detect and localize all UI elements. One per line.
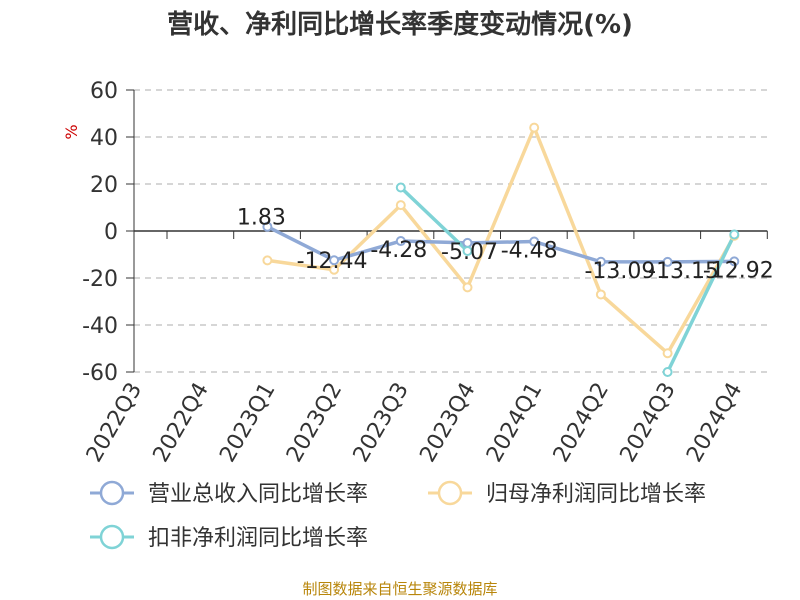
chart-title: 营收、净利同比增长率季度变动情况(%) <box>167 10 633 40</box>
data-label: 1.83 <box>237 206 286 231</box>
x-tick-label: 2022Q4 <box>149 379 214 467</box>
x-tick-label: 2024Q3 <box>615 379 680 467</box>
data-point <box>662 367 673 377</box>
data-label: -4.28 <box>370 238 427 263</box>
legend-item: 营业总收入同比增长率 <box>90 480 368 507</box>
data-point <box>729 256 740 267</box>
data-point <box>262 255 273 266</box>
x-tick-label: 2024Q1 <box>482 379 547 467</box>
y-tick-label: 60 <box>90 79 118 104</box>
legend-marker <box>99 480 125 506</box>
data-point <box>729 229 740 240</box>
series-line <box>266 225 735 264</box>
data-labels: 1.83 -12.44 -4.28 -5.07 -4.48 -13.09-13.15-12… <box>237 206 774 284</box>
data-label: -13.15 <box>648 259 719 284</box>
legend-label: 营业总收入同比增长率 <box>148 482 368 507</box>
data-label: -5.07 <box>441 240 498 265</box>
y-tick-label: 0 <box>104 220 118 245</box>
data-point <box>529 122 540 133</box>
data-point <box>262 221 273 232</box>
y-tick-label: -40 <box>82 314 118 339</box>
y-tick-label: 40 <box>90 126 118 151</box>
data-label: -13.09 <box>584 259 655 284</box>
data-point <box>462 282 473 293</box>
data-point <box>662 348 673 359</box>
data-point <box>395 200 406 211</box>
x-tick-label: 2023Q4 <box>415 379 480 467</box>
legend-item: 扣非净利润同比增长率 <box>90 524 368 551</box>
data-label: -12.44 <box>297 249 368 274</box>
x-tick-label: 2023Q2 <box>282 379 347 467</box>
data-label: -12.92 <box>703 258 774 283</box>
x-tick-label: 2022Q3 <box>82 379 147 467</box>
y-tick-label: -20 <box>82 267 118 292</box>
y-tick-label: -60 <box>82 361 118 386</box>
data-label: -4.48 <box>501 239 558 264</box>
data-point <box>329 255 340 266</box>
source-note: 制图数据来自恒生聚源数据库 <box>302 580 498 598</box>
y-axis-label: % <box>62 124 81 139</box>
x-tick-label: 2024Q2 <box>549 379 614 467</box>
legend-item: 归母净利润同比增长率 <box>428 480 706 507</box>
legend-label: 归母净利润同比增长率 <box>486 482 706 507</box>
series-line <box>666 233 736 373</box>
series-lines <box>262 122 740 377</box>
x-tick-label: 2023Q3 <box>349 379 414 467</box>
data-point <box>595 289 606 300</box>
data-point <box>662 256 673 267</box>
data-point <box>329 264 340 275</box>
series-line <box>267 125 736 355</box>
series-line <box>399 186 469 253</box>
legend-label: 扣非净利润同比增长率 <box>148 526 368 551</box>
data-point <box>395 236 406 247</box>
data-point <box>529 236 540 247</box>
x-tick-label: 2023Q1 <box>215 379 280 467</box>
x-tick-label: 2024Q4 <box>682 379 747 467</box>
data-point <box>395 182 406 193</box>
legend-marker <box>437 480 463 506</box>
legend-marker <box>99 524 125 550</box>
y-tick-label: 20 <box>90 173 118 198</box>
data-point <box>595 256 606 267</box>
data-point <box>462 245 473 256</box>
